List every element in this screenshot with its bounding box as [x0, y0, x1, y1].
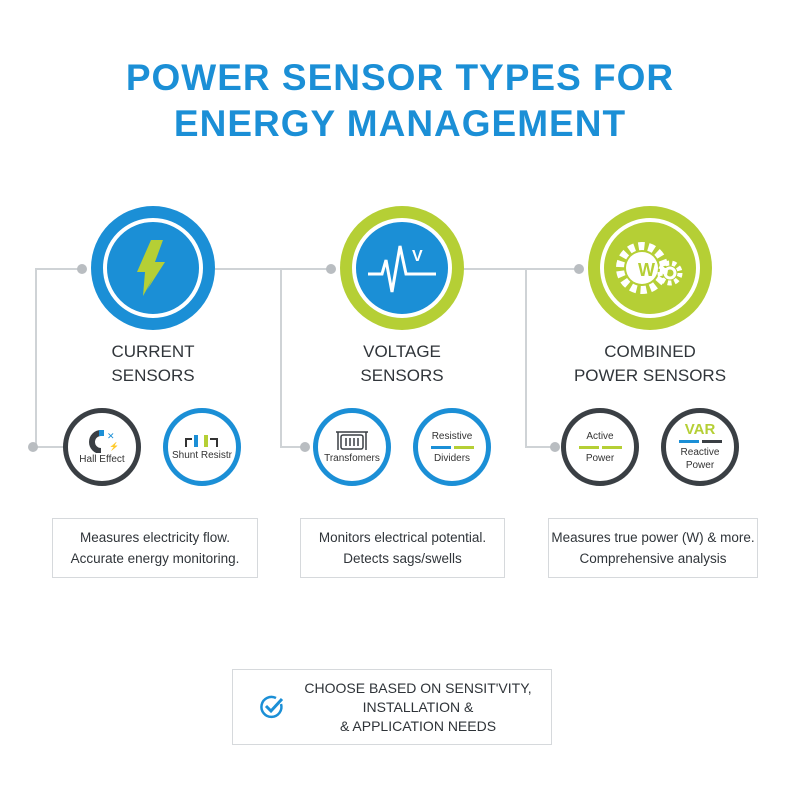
svg-text:✕: ✕: [107, 431, 115, 441]
check-circle-icon: [260, 695, 284, 719]
subtype-active-power: Active Power: [561, 408, 639, 486]
subtype-label: Reactive: [680, 447, 720, 458]
description-line: Comprehensive analysis: [579, 551, 727, 566]
description-box: Measures electricity flow. Accurate energ…: [52, 518, 258, 578]
description-line: Measures true power (W) & more.: [551, 530, 755, 545]
description-line: Measures electricity flow.: [79, 530, 231, 545]
category-title: CURRENT SENSORS: [43, 340, 263, 388]
category-line: SENSORS: [111, 366, 195, 385]
subtype-label: Dividers: [433, 452, 471, 464]
transformer-icon: [336, 430, 368, 450]
recommendation-text: CHOOSE BASED ON SENSIT'VITY, INSTALLATIO…: [293, 679, 543, 736]
connector-dot: [300, 442, 310, 452]
watt-label: W: [638, 260, 655, 280]
connector: [525, 446, 555, 448]
page-title: POWER SENSOR TYPES FOR ENERGY MANAGEMENT: [0, 55, 800, 147]
divider-bar: [430, 445, 474, 449]
description-line: Accurate energy monitoring.: [70, 551, 240, 566]
subtype-transformers: Transfomers: [313, 408, 391, 486]
connector: [215, 268, 330, 270]
category-title: VOLTAGE SENSORS: [292, 340, 512, 388]
subtype-resistive-dividers: Resistive Dividers: [413, 408, 491, 486]
subtype-label: Shunt Resistr: [171, 449, 233, 461]
connector-dot: [28, 442, 38, 452]
connector-dot: [77, 264, 87, 274]
recommendation-line: INSTALLATION &: [362, 699, 474, 715]
description-box: Monitors electrical potential. Detects sa…: [300, 518, 505, 578]
description-line: Monitors electrical potential.: [318, 530, 487, 545]
voltage-waveform-icon: V: [352, 218, 452, 318]
connector: [463, 268, 578, 270]
recommendation-box: CHOOSE BASED ON SENSIT'VITY, INSTALLATIO…: [232, 669, 552, 745]
recommendation-line: CHOOSE BASED ON SENSIT'VITY,: [304, 680, 532, 696]
voltage-sensors-badge: V: [340, 206, 464, 330]
subtype-reactive-power: VAR Reactive Power: [661, 408, 739, 486]
description-line: Detects sags/swells: [343, 551, 462, 566]
divider-bar: [578, 445, 622, 449]
category-line: CURRENT: [111, 342, 195, 361]
category-line: COMBINED: [604, 342, 696, 361]
subtype-hall-effect: ✕ ⚡ Hall Effect: [63, 408, 141, 486]
connector-dot: [550, 442, 560, 452]
description-box: Measures true power (W) & more. Comprehen…: [548, 518, 758, 578]
gear-watt-icon: W: [600, 218, 700, 318]
svg-text:⚡: ⚡: [109, 441, 119, 451]
category-line: SENSORS: [360, 366, 444, 385]
subtype-label: Resistive: [431, 430, 473, 442]
current-sensors-badge: [91, 206, 215, 330]
recommendation-line: & APPLICATION NEEDS: [339, 718, 497, 734]
connector-dot: [326, 264, 336, 274]
title-line-1: POWER SENSOR TYPES FOR: [125, 57, 675, 98]
connector: [35, 268, 37, 447]
var-badge: VAR: [684, 421, 716, 438]
subtype-shunt-resistor: Shunt Resistr: [163, 408, 241, 486]
subtype-label: Hall Effect: [79, 453, 125, 465]
subtype-label: Transfomers: [324, 452, 380, 464]
category-title: COMBINED POWER SENSORS: [540, 340, 760, 388]
shunt-resistor-icon: [185, 434, 218, 447]
combined-sensors-badge: W: [588, 206, 712, 330]
connector: [280, 446, 305, 448]
title-line-2: ENERGY MANAGEMENT: [173, 103, 627, 144]
connector: [35, 268, 80, 270]
magnet-icon: ✕⚡: [89, 429, 119, 453]
subtype-label: Power: [585, 452, 615, 464]
divider-bar: [678, 440, 722, 443]
category-line: POWER SENSORS: [573, 366, 727, 385]
connector: [35, 446, 63, 448]
lightning-bolt-icon: [103, 218, 203, 318]
subtype-label: Active: [586, 430, 614, 442]
subtype-label: Power: [685, 460, 715, 471]
connector-dot: [574, 264, 584, 274]
category-line: VOLTAGE: [363, 342, 441, 361]
connector: [525, 268, 527, 447]
connector: [280, 268, 282, 447]
volt-label: V: [412, 248, 423, 265]
